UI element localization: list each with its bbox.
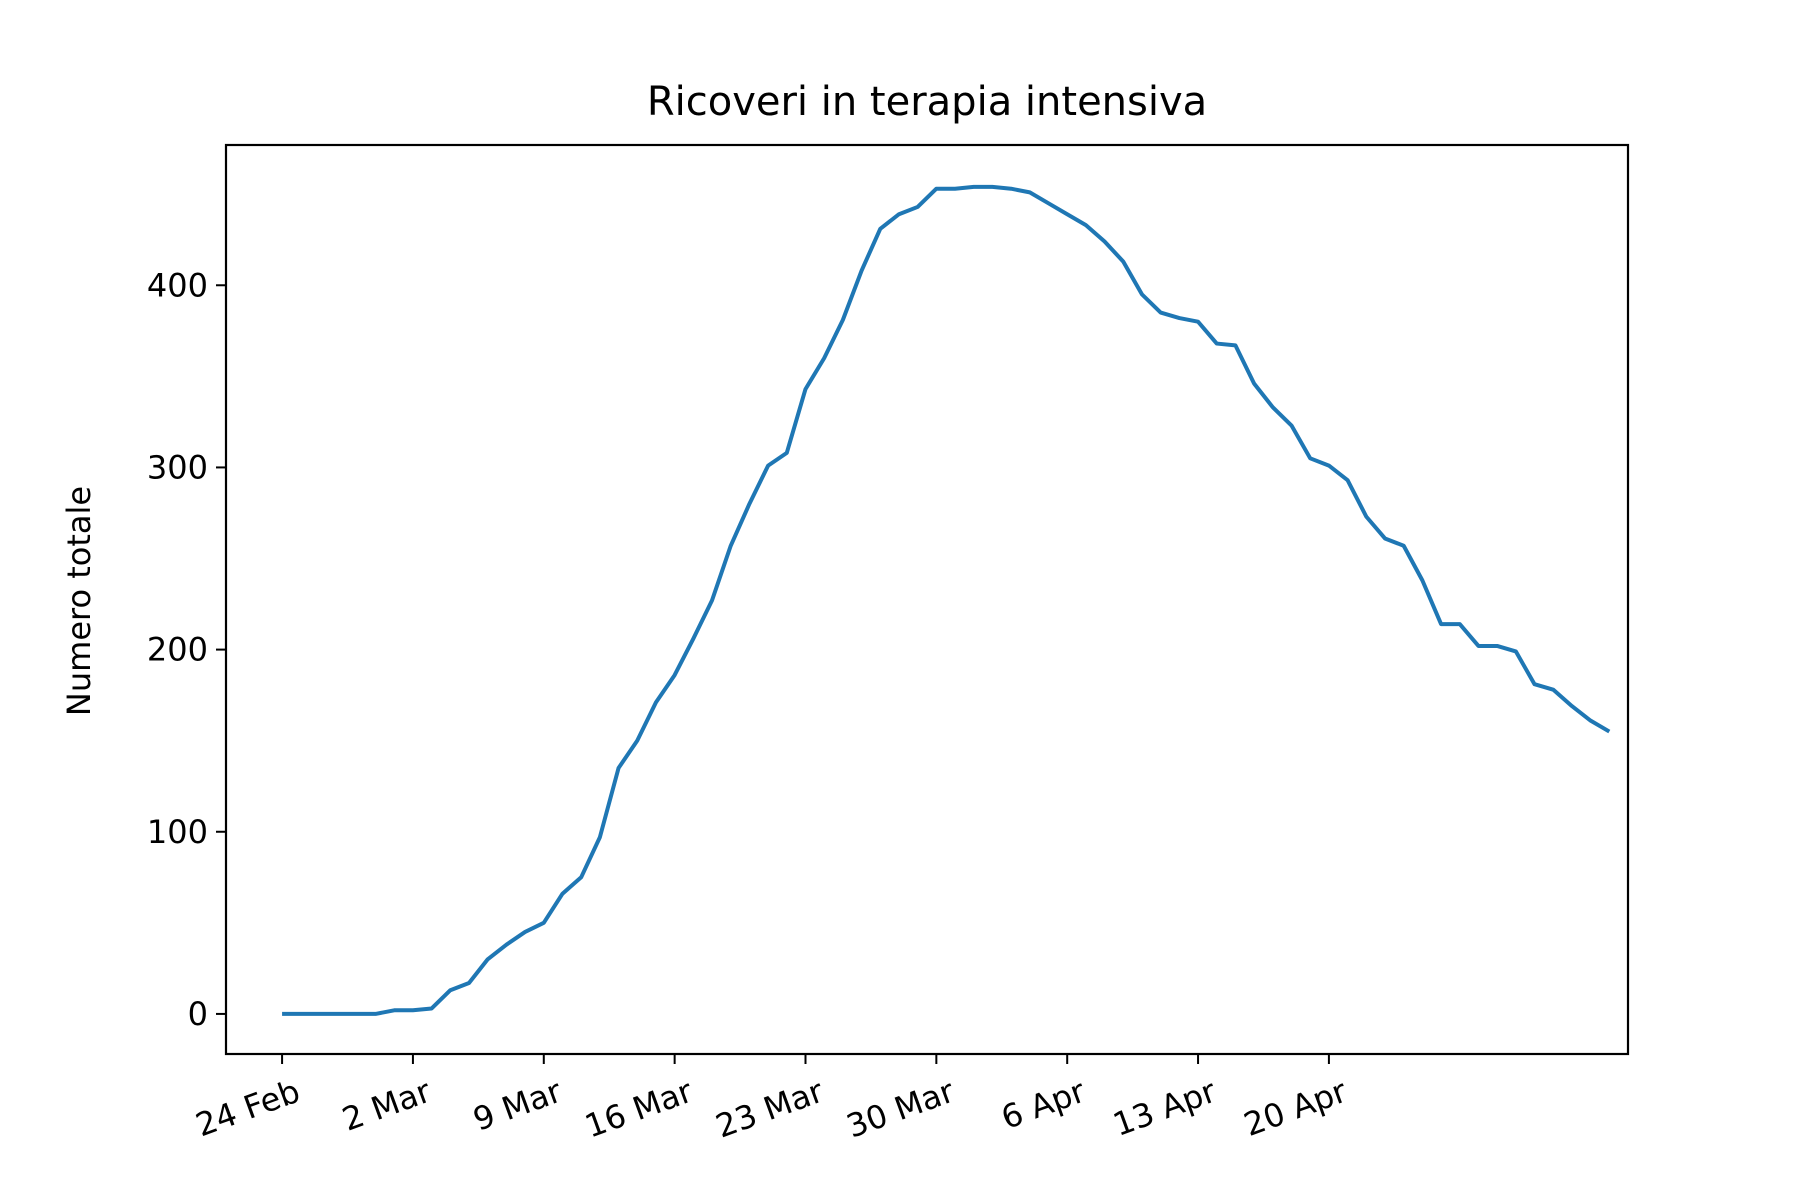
x-tick-label: 2 Mar	[337, 1072, 436, 1139]
x-tick-label: 16 Mar	[580, 1072, 698, 1146]
plot-frame	[224, 143, 1630, 1056]
y-tick-label: 400	[147, 266, 208, 304]
y-tick-label: 300	[147, 448, 208, 486]
y-axis-label: Numero totale	[60, 486, 98, 716]
series-line-0	[282, 184, 1611, 1016]
plot-line-layer	[282, 184, 1611, 1016]
y-axis-ticks: 0 100 200 300 400	[147, 266, 226, 1033]
y-tick-label: 0	[188, 995, 208, 1033]
x-tick-label: 9 Mar	[468, 1072, 567, 1139]
x-axis-ticks: 24 Feb 2 Mar 9 Mar 16 Mar 23 Mar 30 Mar 6 Apr 1…	[191, 1054, 1353, 1146]
x-tick-label: 6 Apr	[996, 1072, 1091, 1137]
y-tick-label: 200	[147, 631, 208, 669]
x-tick-label: 30 Mar	[842, 1072, 960, 1146]
y-tick-label: 100	[147, 813, 208, 851]
x-tick-label: 24 Feb	[191, 1072, 305, 1144]
x-tick-label: 20 Apr	[1239, 1072, 1353, 1144]
x-tick-label: 13 Apr	[1108, 1072, 1222, 1144]
chart-title: Ricoveri in terapia intensiva	[647, 79, 1207, 125]
x-tick-label: 23 Mar	[711, 1072, 829, 1146]
